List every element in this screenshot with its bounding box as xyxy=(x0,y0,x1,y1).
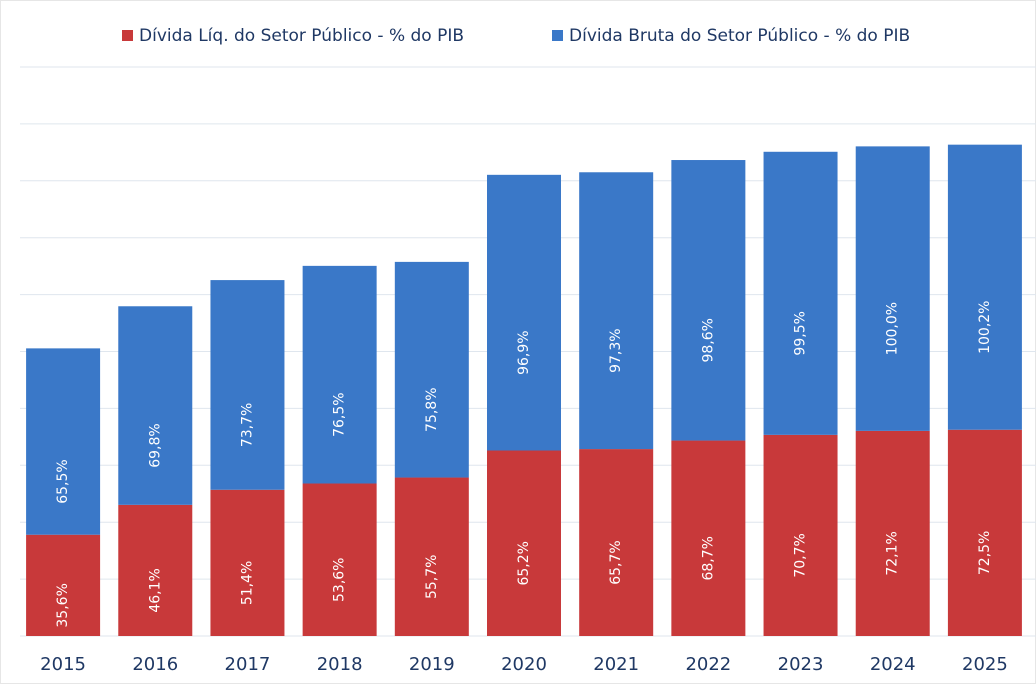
legend-label: Dívida Bruta do Setor Público - % do PIB xyxy=(569,26,910,46)
legend-swatch xyxy=(552,30,563,41)
bar-segment xyxy=(855,430,930,636)
value-label: 96,9% xyxy=(516,330,532,374)
bar-segment xyxy=(763,151,838,435)
bar-segment xyxy=(671,160,746,441)
x-tick-label: 2018 xyxy=(317,654,363,675)
value-label: 70,7% xyxy=(793,533,809,577)
value-label: 98,6% xyxy=(700,318,716,362)
bar-segment xyxy=(579,449,654,636)
value-label: 51,4% xyxy=(239,561,255,605)
x-tick-label: 2019 xyxy=(409,654,455,675)
value-label: 100,0% xyxy=(885,302,901,355)
value-label: 69,8% xyxy=(147,423,163,467)
bar-segment xyxy=(302,483,377,636)
bar-segment xyxy=(118,306,193,505)
bar-segment xyxy=(671,440,746,636)
legend-swatch xyxy=(122,30,133,41)
bar-segment xyxy=(763,434,838,636)
value-label: 55,7% xyxy=(424,555,440,599)
bar-segment xyxy=(210,280,285,490)
value-label: 75,8% xyxy=(424,387,440,431)
x-tick-label: 2024 xyxy=(870,654,916,675)
x-tick-label: 2021 xyxy=(593,654,639,675)
x-tick-label: 2020 xyxy=(501,654,547,675)
value-label: 99,5% xyxy=(793,311,809,355)
x-tick-label: 2022 xyxy=(685,654,731,675)
bar-segment xyxy=(210,489,285,636)
value-label: 53,6% xyxy=(332,558,348,602)
value-label: 72,1% xyxy=(885,531,901,575)
x-tick-label: 2016 xyxy=(132,654,178,675)
legend-label: Dívida Líq. do Setor Público - % do PIB xyxy=(139,26,464,46)
x-tick-label: 2023 xyxy=(778,654,824,675)
bar-segment xyxy=(394,477,469,636)
value-label: 65,2% xyxy=(516,541,532,585)
bar-segment xyxy=(855,146,930,431)
bar-segment xyxy=(302,265,377,484)
value-label: 100,2% xyxy=(977,301,993,354)
x-tick-label: 2025 xyxy=(962,654,1008,675)
value-label: 73,7% xyxy=(239,403,255,447)
bar-segment xyxy=(26,348,101,535)
bar-segment xyxy=(579,172,654,450)
value-label: 72,5% xyxy=(977,531,993,575)
x-tick-label: 2017 xyxy=(225,654,271,675)
bar-segment xyxy=(26,534,101,636)
bar-segment xyxy=(487,174,561,451)
x-tick-label: 2015 xyxy=(40,654,86,675)
value-label: 97,3% xyxy=(608,328,624,372)
bar-segment xyxy=(947,144,1022,430)
bar-segment xyxy=(487,450,561,636)
value-label: 65,5% xyxy=(55,459,71,503)
value-label: 46,1% xyxy=(147,568,163,612)
value-label: 65,7% xyxy=(608,540,624,584)
value-label: 76,5% xyxy=(332,392,348,436)
value-label: 35,6% xyxy=(55,583,71,627)
bar-segment xyxy=(394,261,469,478)
value-label: 68,7% xyxy=(700,536,716,580)
bar-segment xyxy=(947,429,1022,636)
bar-segment xyxy=(118,504,193,636)
